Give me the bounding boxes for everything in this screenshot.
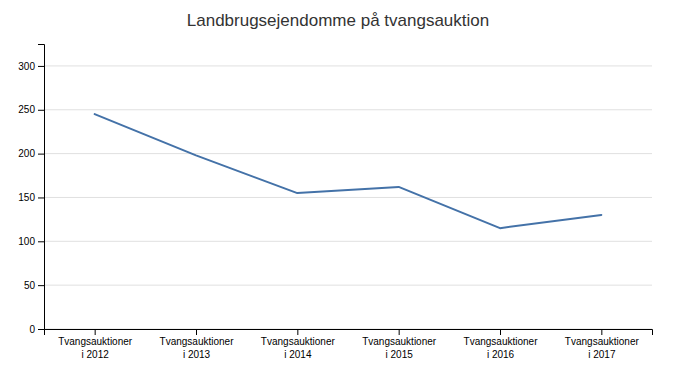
y-tick-label: 200: [18, 148, 35, 159]
grid-line: [44, 241, 652, 242]
x-axis-line: [45, 330, 653, 336]
y-tick-label: 150: [18, 192, 35, 203]
x-tick-mark: [500, 329, 501, 335]
y-tick: 250: [18, 104, 44, 115]
grid-line: [44, 65, 652, 66]
x-tick: Tvangsauktioner i 2016: [464, 329, 539, 360]
grid-line: [44, 197, 652, 198]
y-tick-mark: [38, 154, 44, 155]
grid-line: [44, 153, 652, 154]
x-tick-label-line: i 2012: [82, 349, 110, 360]
x-tick-label-line: Tvangsauktioner: [261, 336, 336, 347]
y-tick: 200: [18, 148, 44, 159]
y-tick: 300: [18, 61, 44, 72]
x-tick-label-line: Tvangsauktioner: [464, 336, 539, 347]
x-tick-label-line: Tvangsauktioner: [565, 336, 640, 347]
x-tick-mark: [297, 329, 298, 335]
x-tick-mark: [601, 329, 602, 335]
plot: 050100150200250300Tvangsauktioneri 2012T…: [18, 45, 652, 361]
x-tick-label: Tvangsauktioner i 2014: [261, 336, 336, 360]
x-tick-mark: [399, 329, 400, 335]
x-tick-label: Tvangsauktioner i 2015: [362, 336, 437, 360]
marks: [95, 114, 602, 228]
y-tick-mark: [38, 285, 44, 286]
y-tick-mark: [38, 241, 44, 242]
x-tick: Tvangsauktioner i 2014: [261, 329, 336, 360]
x-tick-label-line: Tvangsauktioner: [58, 336, 133, 347]
x-tick-label-line: Tvangsauktioner: [160, 336, 235, 347]
x-tick-label-line: i 2017: [588, 349, 616, 360]
y-tick: 150: [18, 192, 44, 203]
y-tick-mark: [38, 197, 44, 198]
y-tick-label: 0: [29, 324, 35, 335]
y-tick: 0: [29, 324, 44, 335]
grid-line: [44, 109, 652, 110]
x-tick-label-line: i 2015: [386, 349, 414, 360]
y-tick-label: 300: [18, 61, 35, 72]
y-tick: 50: [24, 280, 44, 291]
title: Landbrugsejendomme på tvangsauktion: [187, 11, 489, 30]
x-tick-label-line: i 2013: [183, 349, 211, 360]
line: [95, 114, 602, 228]
chart: 050100150200250300Tvangsauktioneri 2012T…: [0, 0, 676, 381]
x-tick: Tvangsauktioner i 2017: [565, 329, 640, 360]
x-tick-label-line: Tvangsauktioner: [362, 336, 437, 347]
y-tick-mark: [38, 329, 44, 330]
grid: [44, 66, 652, 329]
y-axis: 0 50 100 150 200 250 300: [18, 45, 44, 335]
y-tick-label: 250: [18, 104, 35, 115]
y-tick-label: 100: [18, 236, 35, 247]
x-tick: Tvangsauktioner i 2013: [160, 329, 235, 360]
x-tick: Tvangsauktioner i 2015: [362, 329, 437, 360]
x-tick-mark: [196, 329, 197, 335]
grid-line: [44, 285, 652, 286]
y-tick-label: 50: [24, 280, 36, 291]
x-tick: Tvangsauktioner i 2012: [58, 329, 133, 360]
y-tick-mark: [38, 66, 44, 67]
x-tick-label: Tvangsauktioner i 2012: [58, 336, 133, 360]
x-tick-label-line: i 2014: [284, 349, 312, 360]
y-tick: 100: [18, 236, 44, 247]
x-axis: Tvangsauktioner i 2012 Tvangsauktioner i 20…: [45, 329, 653, 360]
y-tick-mark: [38, 110, 44, 111]
y-axis-line: [38, 45, 45, 330]
x-tick-mark: [95, 329, 96, 335]
x-tick-label: Tvangsauktioner i 2013: [160, 336, 235, 360]
x-tick-label: Tvangsauktioner i 2016: [464, 336, 539, 360]
x-tick-label: Tvangsauktioner i 2017: [565, 336, 640, 360]
x-tick-label-line: i 2016: [487, 349, 515, 360]
